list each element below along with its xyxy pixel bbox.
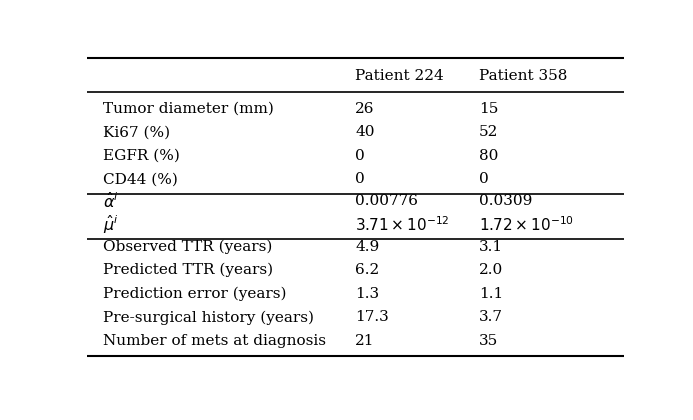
- Text: Ki67 (%): Ki67 (%): [103, 125, 170, 139]
- Text: 3.7: 3.7: [479, 310, 502, 324]
- Text: 80: 80: [479, 149, 498, 163]
- Text: 6.2: 6.2: [356, 263, 379, 277]
- Text: Pre-surgical history (years): Pre-surgical history (years): [103, 310, 314, 325]
- Text: 0.00776: 0.00776: [356, 194, 418, 208]
- Text: 15: 15: [479, 102, 498, 116]
- Text: 35: 35: [479, 334, 498, 348]
- Text: Patient 224: Patient 224: [356, 69, 444, 83]
- Text: Tumor diameter (mm): Tumor diameter (mm): [103, 102, 274, 116]
- Text: 1.1: 1.1: [479, 287, 503, 301]
- Text: 4.9: 4.9: [356, 239, 379, 254]
- Text: 17.3: 17.3: [356, 310, 389, 324]
- Text: 52: 52: [479, 125, 498, 139]
- Text: EGFR (%): EGFR (%): [103, 149, 179, 163]
- Text: $1.72 \times 10^{-10}$: $1.72 \times 10^{-10}$: [479, 215, 574, 234]
- Text: Observed TTR (years): Observed TTR (years): [103, 239, 272, 254]
- Text: $\hat{\mu}^{i}$: $\hat{\mu}^{i}$: [103, 214, 119, 236]
- Text: 2.0: 2.0: [479, 263, 503, 277]
- Text: CD44 (%): CD44 (%): [103, 173, 177, 186]
- Text: Prediction error (years): Prediction error (years): [103, 286, 286, 301]
- Text: 1.3: 1.3: [356, 287, 379, 301]
- Text: 21: 21: [356, 334, 375, 348]
- Text: 26: 26: [356, 102, 375, 116]
- Text: 0: 0: [356, 173, 365, 186]
- Text: 0.0309: 0.0309: [479, 194, 532, 208]
- Text: Patient 358: Patient 358: [479, 69, 567, 83]
- Text: 3.1: 3.1: [479, 239, 503, 254]
- Text: 40: 40: [356, 125, 375, 139]
- Text: Number of mets at diagnosis: Number of mets at diagnosis: [103, 334, 326, 348]
- Text: $3.71 \times 10^{-12}$: $3.71 \times 10^{-12}$: [356, 215, 450, 234]
- Text: 0: 0: [356, 149, 365, 163]
- Text: 0: 0: [479, 173, 489, 186]
- Text: $\hat{\alpha}^{i}$: $\hat{\alpha}^{i}$: [103, 192, 119, 211]
- Text: Predicted TTR (years): Predicted TTR (years): [103, 263, 273, 277]
